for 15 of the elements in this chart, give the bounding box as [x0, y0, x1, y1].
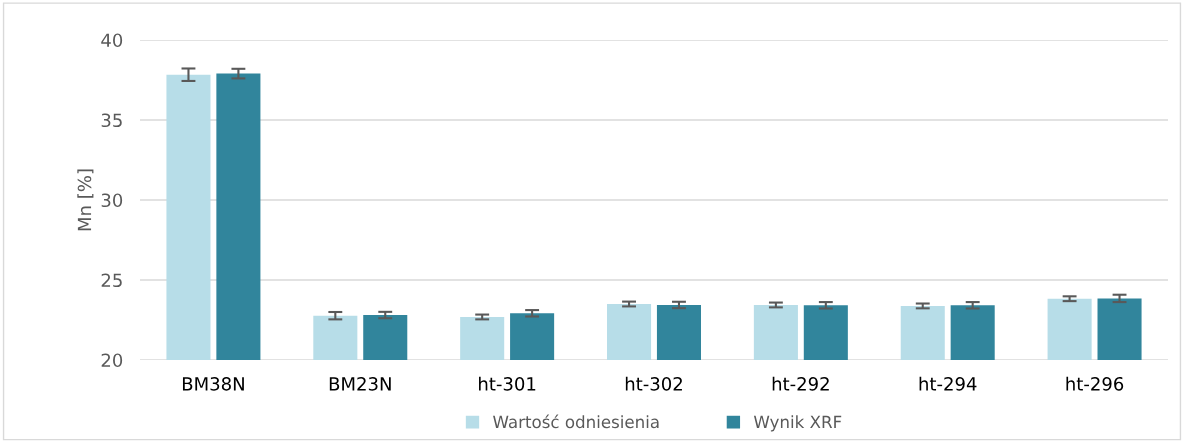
y-tick-label: 40 [101, 33, 123, 48]
y-tick-label: 35 [101, 113, 122, 128]
y-tick-label: 20 [101, 353, 123, 368]
x-tick-label: ht-294 [919, 376, 977, 391]
x-tick-label: ht-296 [1066, 376, 1124, 391]
legend-label: Wynik XRF [753, 415, 842, 432]
y-axis-title: Mn [%] [77, 169, 94, 231]
x-tick-label: ht-292 [772, 376, 829, 391]
legend-label: Wartość odniesienia [493, 414, 659, 429]
x-tick-label: BM38N [182, 376, 244, 391]
x-tick-label: ht-302 [625, 376, 682, 391]
x-tick-label: ht-301 [479, 376, 536, 391]
y-tick-label: 25 [101, 273, 122, 288]
x-tick-label: BM23N [329, 376, 391, 391]
y-tick-label: 30 [101, 193, 123, 208]
